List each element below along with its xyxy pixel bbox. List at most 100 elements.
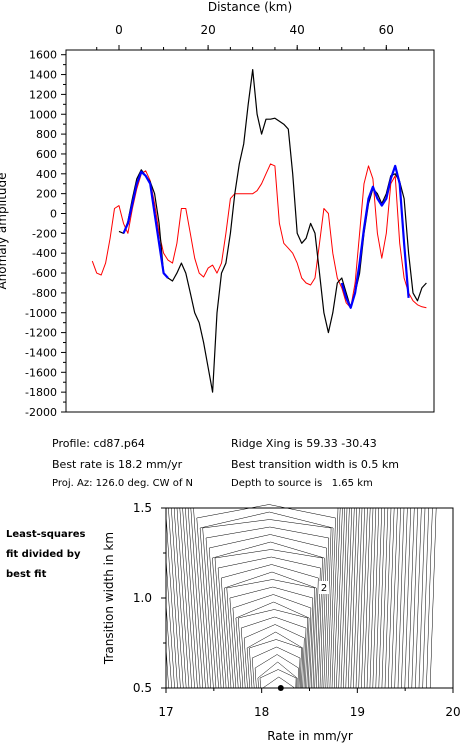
- contour-line-right: [345, 507, 353, 689]
- top-y-tick-label: 400: [36, 168, 57, 181]
- series-observed-line: [118, 68, 427, 393]
- top-x-tick-label: 0: [115, 23, 123, 37]
- contour-lines: [165, 504, 437, 689]
- contour-line-right: [361, 507, 368, 689]
- side-label: Least-squares fit divided by best fit: [6, 525, 106, 585]
- contour-line-right: [372, 507, 380, 689]
- top-y-tick-label: -1400: [25, 346, 57, 359]
- top-x-tick-label: 60: [379, 23, 394, 37]
- contour-line-left: [179, 507, 193, 689]
- contour-line-right: [333, 507, 341, 689]
- top-y-tick-label: 200: [36, 188, 57, 201]
- bottom-x-axis-title: Rate in mm/yr: [267, 729, 353, 743]
- contour-line-right: [404, 507, 412, 689]
- contour-line-right: [336, 507, 343, 689]
- top-y-tick-label: 1200: [29, 88, 57, 101]
- contour-line-left: [176, 507, 190, 689]
- bottom-x-tick-label: 19: [350, 705, 365, 719]
- contour-line: [238, 609, 308, 689]
- contour-line-right: [348, 507, 355, 689]
- bottom-y-tick-label: 1.5: [133, 501, 152, 515]
- contour-line-right: [384, 507, 392, 689]
- top-y-tick-label: -600: [32, 267, 57, 280]
- contour-line: [214, 549, 323, 689]
- contour-line: [199, 511, 334, 689]
- top-x-tick-label: 20: [200, 23, 215, 37]
- series-model-line: [91, 163, 427, 309]
- contour-line: [217, 556, 321, 689]
- top-series: [91, 68, 427, 393]
- contour-line: [243, 624, 305, 689]
- contour-line-left: [190, 507, 204, 689]
- info-proj-az: Proj. Az: 126.0 deg. CW of N: [52, 478, 193, 489]
- contour-line: [202, 519, 332, 689]
- contour-line: [254, 654, 299, 689]
- contour-line-right: [331, 507, 339, 689]
- top-y-axis-title: Anomaly amplitude: [0, 172, 9, 289]
- side-label-line-3: best fit: [6, 569, 47, 580]
- bottom-chart: 17 18 19 20 0.5 1.0 1.5 Rate in mm/yr Transit…: [102, 501, 461, 743]
- contour-line: [226, 579, 315, 689]
- info-ridge-xing: Ridge Xing is 59.33 -30.43: [231, 437, 377, 450]
- contour-line-right: [401, 507, 408, 689]
- contour-line-right: [338, 507, 345, 689]
- bottom-x-tick-label: 17: [158, 705, 173, 719]
- contour-line-right: [350, 507, 358, 689]
- contour-line: [262, 676, 295, 689]
- contour-line-right: [363, 507, 371, 689]
- contour-line-right: [369, 507, 377, 689]
- bottom-y-ticks: 0.5 1.0 1.5: [133, 501, 166, 695]
- contour-line: [249, 639, 302, 689]
- info-depth: Depth to source is 1.65 km: [231, 478, 373, 489]
- best-fit-marker: [277, 685, 284, 691]
- contour-line: [196, 504, 336, 689]
- top-y-tick-label: 1400: [29, 69, 57, 82]
- series-fit-line-2: [340, 164, 410, 309]
- bottom-x-ticks: 17 18 19 20: [158, 688, 461, 719]
- top-y-tick-label: -1600: [25, 366, 57, 379]
- contour-line-right: [429, 507, 437, 689]
- contour-line-left: [193, 507, 206, 689]
- bottom-y-tick-label: 0.5: [133, 681, 152, 695]
- contour-line-right: [418, 507, 426, 689]
- contour-line-right: [391, 507, 398, 689]
- top-chart: 0 20 40 60 -2000-1800-1600-1400-1200-1000-8…: [0, 0, 435, 419]
- contour-line-right: [408, 507, 415, 689]
- contour-line: [229, 586, 314, 689]
- contour-line-left: [185, 507, 198, 689]
- bottom-x-tick-label: 18: [254, 705, 269, 719]
- contour-line: [208, 534, 327, 689]
- contour-line-right: [394, 507, 401, 689]
- top-y-tick-label: -1000: [25, 307, 57, 320]
- contour-line-right: [397, 507, 405, 689]
- contour-line-right: [355, 507, 363, 689]
- top-x-tick-label: 40: [290, 23, 305, 37]
- side-label-line-2: fit divided by: [6, 549, 81, 560]
- contour-line: [240, 616, 307, 689]
- contour-line-left: [165, 507, 178, 689]
- contour-line: [246, 631, 303, 689]
- top-y-tick-label: -800: [32, 287, 57, 300]
- top-y-tick-label: -2000: [25, 406, 57, 419]
- top-y-tick-label: 800: [36, 128, 57, 141]
- contour-label: 2: [321, 583, 327, 594]
- contour-line-right: [415, 507, 422, 689]
- contour-line-left: [187, 507, 201, 689]
- contour-line-right: [358, 507, 365, 689]
- contour-line-right: [340, 507, 348, 689]
- top-y-ticks: -2000-1800-1600-1400-1200-1000-800-600-4…: [25, 49, 66, 419]
- contour-line-right: [387, 507, 395, 689]
- top-y-tick-label: 1000: [29, 108, 57, 121]
- contour-label-bg: [319, 581, 329, 594]
- contour-line-left: [168, 507, 181, 689]
- bottom-y-axis-title: Transition width in km: [102, 532, 116, 665]
- contour-line-right: [411, 507, 419, 689]
- contour-line: [257, 661, 298, 689]
- info-best-rate: Best rate is 18.2 mm/yr: [52, 458, 183, 471]
- bottom-y-tick-label: 1.0: [133, 591, 152, 605]
- contour-line: [224, 571, 317, 689]
- contour-line: [259, 669, 297, 689]
- contour-line-right: [422, 507, 429, 689]
- top-plot-frame: [65, 49, 435, 413]
